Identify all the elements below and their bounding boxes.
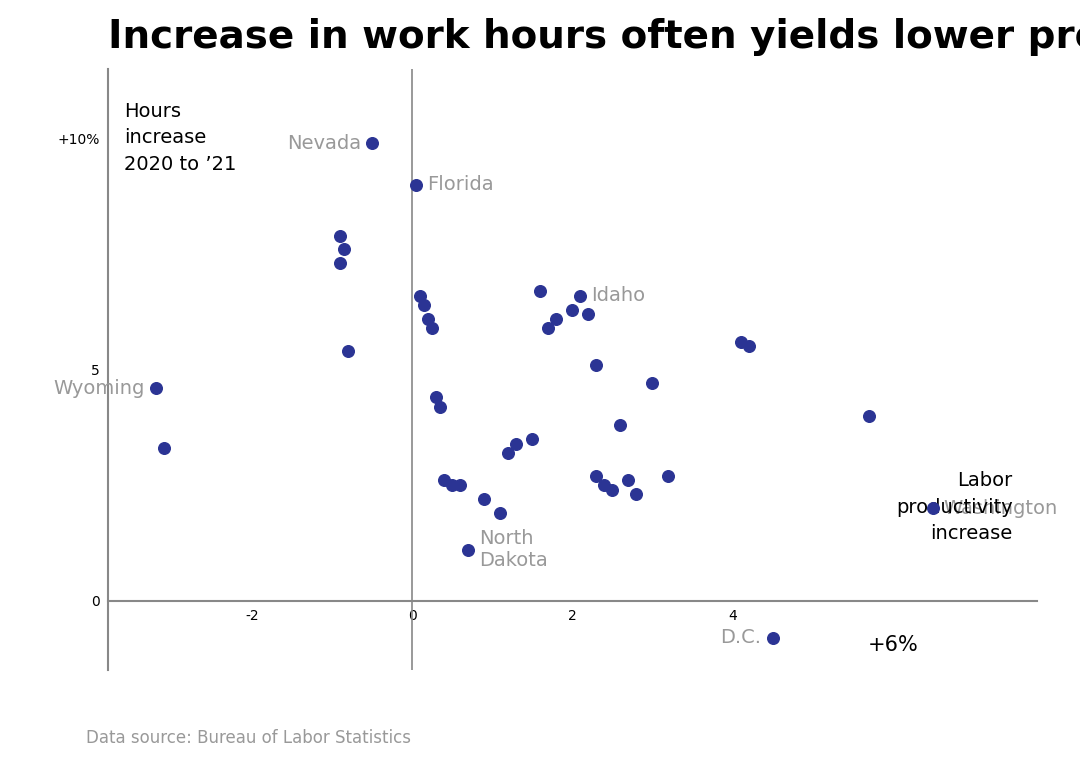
- Point: [740, 340, 757, 353]
- Text: Washington: Washington: [944, 499, 1058, 517]
- Point: [416, 299, 433, 311]
- Text: D.C.: D.C.: [720, 628, 761, 647]
- Point: [644, 377, 661, 390]
- Point: [620, 474, 637, 487]
- Point: [411, 290, 429, 302]
- Point: [460, 544, 477, 556]
- Text: Data source: Bureau of Labor Statistics: Data source: Bureau of Labor Statistics: [86, 729, 411, 747]
- Point: [332, 257, 349, 270]
- Point: [588, 359, 605, 371]
- Point: [364, 137, 381, 149]
- Point: [732, 336, 750, 348]
- Point: [147, 382, 164, 394]
- Point: [764, 631, 781, 644]
- Point: [435, 474, 453, 487]
- Text: Nevada: Nevada: [287, 134, 361, 152]
- Point: [627, 488, 645, 500]
- Point: [611, 419, 629, 431]
- Point: [444, 479, 461, 491]
- Point: [548, 313, 565, 325]
- Point: [451, 479, 469, 491]
- Point: [508, 437, 525, 450]
- Text: Labor
productivity
increase: Labor productivity increase: [896, 471, 1013, 544]
- Point: [924, 502, 942, 514]
- Point: [860, 410, 877, 422]
- Point: [339, 345, 356, 357]
- Point: [475, 493, 492, 505]
- Point: [524, 433, 541, 445]
- Point: [156, 442, 173, 454]
- Point: [580, 308, 597, 320]
- Point: [596, 479, 613, 491]
- Point: [604, 484, 621, 496]
- Point: [564, 303, 581, 316]
- Text: Florida: Florida: [428, 176, 494, 194]
- Text: Hours
increase
2020 to ’21: Hours increase 2020 to ’21: [124, 102, 237, 174]
- Point: [531, 285, 549, 297]
- Point: [432, 400, 449, 413]
- Point: [571, 290, 589, 302]
- Text: North
Dakota: North Dakota: [480, 529, 549, 571]
- Text: Increase in work hours often yields lower productivity: Increase in work hours often yields lowe…: [108, 18, 1080, 56]
- Point: [500, 447, 517, 459]
- Text: +6%: +6%: [867, 635, 918, 655]
- Point: [336, 243, 353, 256]
- Point: [491, 507, 509, 519]
- Point: [660, 470, 677, 482]
- Point: [540, 322, 557, 334]
- Point: [407, 179, 424, 191]
- Point: [428, 391, 445, 403]
- Point: [423, 322, 441, 334]
- Point: [332, 229, 349, 242]
- Text: Idaho: Idaho: [592, 286, 646, 305]
- Text: Wyoming: Wyoming: [54, 379, 145, 397]
- Point: [420, 313, 437, 325]
- Point: [588, 470, 605, 482]
